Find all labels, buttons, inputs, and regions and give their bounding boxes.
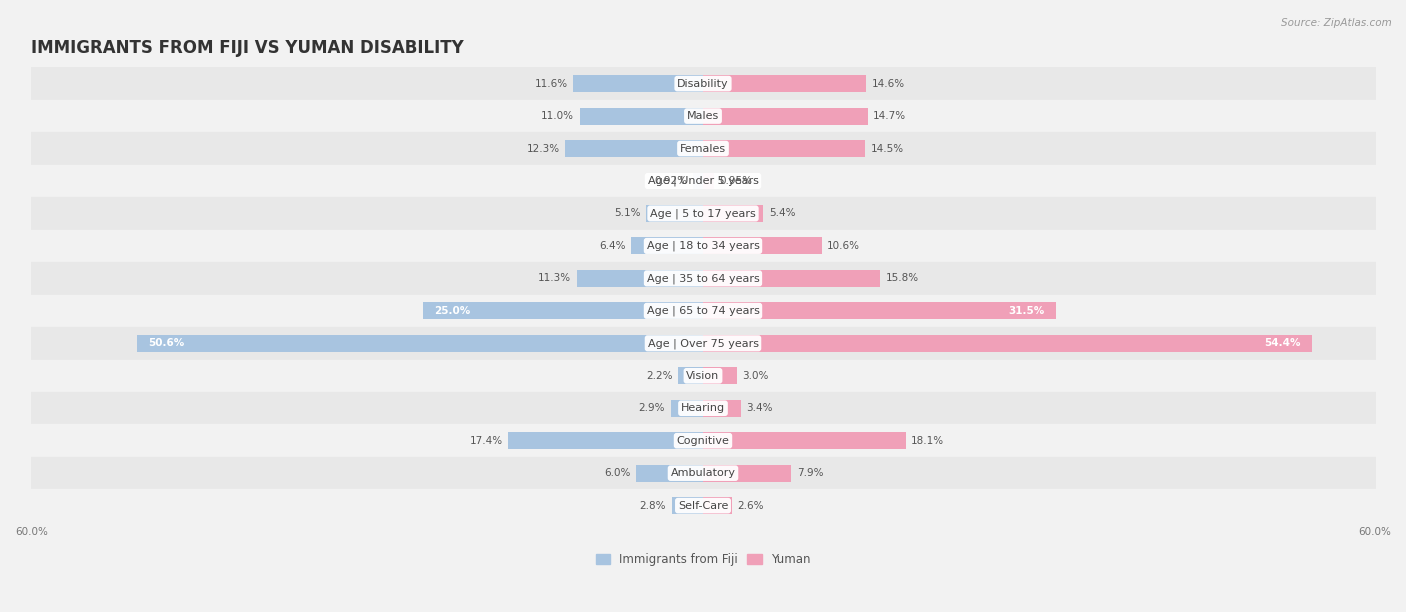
Text: 54.4%: 54.4% bbox=[1264, 338, 1301, 348]
Text: Age | 65 to 74 years: Age | 65 to 74 years bbox=[647, 305, 759, 316]
Bar bbox=[508, 432, 703, 449]
Bar bbox=[576, 270, 703, 287]
Bar bbox=[423, 302, 703, 319]
Text: 2.8%: 2.8% bbox=[640, 501, 666, 510]
Text: 14.7%: 14.7% bbox=[873, 111, 907, 121]
Text: 25.0%: 25.0% bbox=[434, 306, 471, 316]
Bar bbox=[703, 205, 763, 222]
Bar bbox=[136, 335, 703, 352]
Text: Age | 35 to 64 years: Age | 35 to 64 years bbox=[647, 273, 759, 283]
Text: 6.0%: 6.0% bbox=[603, 468, 630, 478]
Text: Females: Females bbox=[681, 144, 725, 154]
Text: Cognitive: Cognitive bbox=[676, 436, 730, 446]
Bar bbox=[636, 465, 703, 482]
Text: Age | 5 to 17 years: Age | 5 to 17 years bbox=[650, 208, 756, 218]
Bar bbox=[703, 367, 737, 384]
Bar bbox=[703, 497, 733, 514]
Text: 0.95%: 0.95% bbox=[720, 176, 752, 186]
Text: Males: Males bbox=[688, 111, 718, 121]
Text: 12.3%: 12.3% bbox=[527, 144, 560, 154]
Bar bbox=[631, 237, 703, 255]
Text: 31.5%: 31.5% bbox=[1008, 306, 1045, 316]
Bar bbox=[672, 497, 703, 514]
Text: 17.4%: 17.4% bbox=[470, 436, 503, 446]
Text: 11.0%: 11.0% bbox=[541, 111, 574, 121]
Text: 0.92%: 0.92% bbox=[654, 176, 688, 186]
Text: 2.2%: 2.2% bbox=[647, 371, 673, 381]
Text: 50.6%: 50.6% bbox=[148, 338, 184, 348]
Bar bbox=[671, 400, 703, 417]
Text: Vision: Vision bbox=[686, 371, 720, 381]
Text: Age | Over 75 years: Age | Over 75 years bbox=[648, 338, 758, 349]
Text: 10.6%: 10.6% bbox=[827, 241, 860, 251]
Text: 2.9%: 2.9% bbox=[638, 403, 665, 413]
Text: 15.8%: 15.8% bbox=[886, 274, 918, 283]
Bar bbox=[703, 75, 866, 92]
Text: 14.5%: 14.5% bbox=[870, 144, 904, 154]
Bar bbox=[678, 367, 703, 384]
Bar bbox=[703, 302, 1056, 319]
Bar bbox=[703, 140, 865, 157]
Legend: Immigrants from Fiji, Yuman: Immigrants from Fiji, Yuman bbox=[591, 548, 815, 570]
Text: Age | Under 5 years: Age | Under 5 years bbox=[648, 176, 758, 186]
Bar bbox=[574, 75, 703, 92]
Text: Disability: Disability bbox=[678, 78, 728, 89]
Text: Age | 18 to 34 years: Age | 18 to 34 years bbox=[647, 241, 759, 251]
Text: 3.0%: 3.0% bbox=[742, 371, 769, 381]
Text: 11.6%: 11.6% bbox=[534, 78, 568, 89]
Bar bbox=[703, 173, 714, 190]
Text: 7.9%: 7.9% bbox=[797, 468, 824, 478]
Text: Hearing: Hearing bbox=[681, 403, 725, 413]
Bar bbox=[693, 173, 703, 190]
Text: 3.4%: 3.4% bbox=[747, 403, 773, 413]
Bar bbox=[703, 400, 741, 417]
Text: Ambulatory: Ambulatory bbox=[671, 468, 735, 478]
Text: 14.6%: 14.6% bbox=[872, 78, 905, 89]
Bar bbox=[703, 432, 905, 449]
Text: Source: ZipAtlas.com: Source: ZipAtlas.com bbox=[1281, 18, 1392, 28]
Text: 2.6%: 2.6% bbox=[738, 501, 765, 510]
Bar bbox=[703, 237, 821, 255]
Bar bbox=[703, 270, 880, 287]
Bar bbox=[703, 108, 868, 124]
Bar bbox=[565, 140, 703, 157]
Bar bbox=[703, 335, 1312, 352]
Bar bbox=[703, 465, 792, 482]
Bar bbox=[645, 205, 703, 222]
Text: 6.4%: 6.4% bbox=[599, 241, 626, 251]
Text: 5.1%: 5.1% bbox=[614, 209, 640, 218]
Text: 18.1%: 18.1% bbox=[911, 436, 945, 446]
Bar bbox=[579, 108, 703, 124]
Text: Self-Care: Self-Care bbox=[678, 501, 728, 510]
Text: 11.3%: 11.3% bbox=[538, 274, 571, 283]
Text: IMMIGRANTS FROM FIJI VS YUMAN DISABILITY: IMMIGRANTS FROM FIJI VS YUMAN DISABILITY bbox=[31, 40, 464, 58]
Text: 5.4%: 5.4% bbox=[769, 209, 796, 218]
